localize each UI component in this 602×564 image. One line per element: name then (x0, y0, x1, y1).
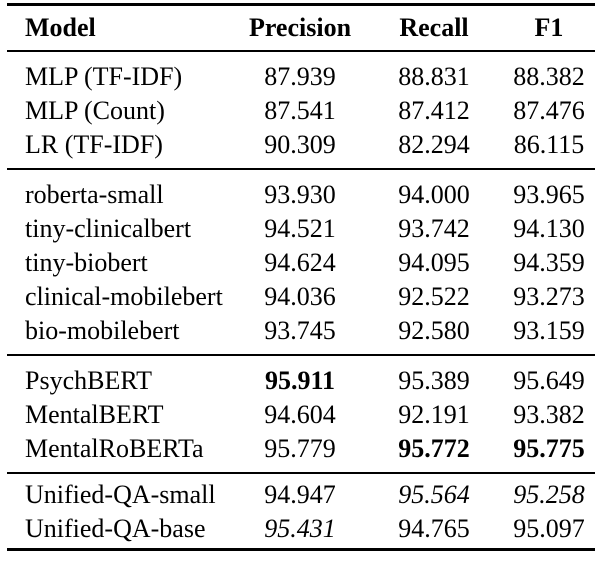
precision-value-cell: 94.947 (264, 480, 336, 509)
table-row: LR (TF-IDF) 90.309 82.294 86.115 (7, 128, 595, 162)
f1-value-cell: 86.115 (513, 130, 585, 159)
column-header-precision: Precision (248, 13, 352, 42)
f1-value-cell: 88.382 (513, 62, 585, 91)
model-name-cell: MLP (TF-IDF) (25, 62, 183, 91)
table-row: tiny-biobert 94.624 94.095 94.359 (7, 246, 595, 280)
table-section-mental-health-berts: PsychBERT 95.911 95.389 95.649 MentalBERT 94.… (7, 356, 595, 474)
table-row: MentalBERT 94.604 92.191 93.382 (7, 398, 595, 432)
recall-value-cell: 87.412 (398, 96, 470, 125)
model-name-cell: bio-mobilebert (25, 316, 180, 345)
precision-value-cell: 95.431 (264, 514, 336, 543)
model-name-cell: Unified-QA-base (25, 514, 206, 543)
f1-value-cell: 95.775 (513, 434, 585, 463)
table-section-compact-transformers: roberta-small 93.930 94.000 93.965 tiny-clin… (7, 170, 595, 356)
column-header-model: Model (25, 13, 96, 42)
table-row: roberta-small 93.930 94.000 93.965 (7, 178, 595, 212)
model-name-cell: tiny-clinicalbert (25, 214, 192, 243)
precision-value-cell: 87.939 (264, 62, 336, 91)
results-table: Model Precision Recall F1 MLP (TF-IDF) 87… (7, 3, 595, 551)
model-name-cell: MLP (Count) (25, 96, 165, 125)
recall-value-cell: 93.742 (398, 214, 470, 243)
f1-value-cell: 95.097 (513, 514, 585, 543)
precision-value-cell: 93.930 (264, 180, 336, 209)
precision-value-cell: 94.604 (264, 400, 336, 429)
recall-value-cell: 88.831 (398, 62, 470, 91)
recall-value-cell: 92.191 (398, 400, 470, 429)
table-section-feature-baselines: MLP (TF-IDF) 87.939 88.831 88.382 MLP (Count… (7, 52, 595, 170)
model-name-cell: MentalBERT (25, 400, 164, 429)
precision-value-cell: 95.779 (264, 434, 336, 463)
recall-value-cell: 95.564 (398, 480, 470, 509)
precision-value-cell: 87.541 (264, 96, 336, 125)
precision-value-cell: 94.521 (264, 214, 336, 243)
f1-value-cell: 93.159 (513, 316, 585, 345)
model-name-cell: tiny-biobert (25, 248, 148, 277)
precision-value-cell: 90.309 (264, 130, 336, 159)
recall-value-cell: 92.522 (398, 282, 470, 311)
f1-value-cell: 87.476 (513, 96, 585, 125)
table-row: tiny-clinicalbert 94.521 93.742 94.130 (7, 212, 595, 246)
table-row: MLP (Count) 87.541 87.412 87.476 (7, 94, 595, 128)
model-name-cell: PsychBERT (25, 366, 153, 395)
table-row: MLP (TF-IDF) 87.939 88.831 88.382 (7, 60, 595, 94)
column-header-recall: Recall (399, 13, 469, 42)
f1-value-cell: 93.382 (513, 400, 585, 429)
model-name-cell: Unified-QA-small (25, 480, 216, 509)
column-header-f1: F1 (534, 13, 564, 42)
precision-value-cell: 94.624 (264, 248, 336, 277)
table-row: Unified-QA-base 95.431 94.765 95.097 (7, 512, 595, 546)
recall-value-cell: 92.580 (398, 316, 470, 345)
model-name-cell: LR (TF-IDF) (25, 130, 163, 159)
f1-value-cell: 94.359 (513, 248, 585, 277)
model-name-cell: clinical-mobilebert (25, 282, 223, 311)
table-header-row: Model Precision Recall F1 (7, 6, 595, 52)
f1-value-cell: 94.130 (513, 214, 585, 243)
precision-value-cell: 93.745 (264, 316, 336, 345)
table-row: PsychBERT 95.911 95.389 95.649 (7, 364, 595, 398)
recall-value-cell: 94.000 (398, 180, 470, 209)
recall-value-cell: 94.095 (398, 248, 470, 277)
precision-value-cell: 95.911 (264, 366, 336, 395)
table-row: bio-mobilebert 93.745 92.580 93.159 (7, 314, 595, 348)
f1-value-cell: 95.258 (513, 480, 585, 509)
table-row: Unified-QA-small 94.947 95.564 95.258 (7, 478, 595, 512)
model-name-cell: roberta-small (25, 180, 164, 209)
f1-value-cell: 93.965 (513, 180, 585, 209)
model-name-cell: MentalRoBERTa (25, 434, 204, 463)
table-section-unified-qa: Unified-QA-small 94.947 95.564 95.258 Unifie… (7, 474, 595, 548)
precision-value-cell: 94.036 (264, 282, 336, 311)
f1-value-cell: 95.649 (513, 366, 585, 395)
recall-value-cell: 95.389 (398, 366, 470, 395)
f1-value-cell: 93.273 (513, 282, 585, 311)
recall-value-cell: 94.765 (398, 514, 470, 543)
recall-value-cell: 95.772 (398, 434, 470, 463)
recall-value-cell: 82.294 (398, 130, 470, 159)
table-row: clinical-mobilebert 94.036 92.522 93.273 (7, 280, 595, 314)
table-row: MentalRoBERTa 95.779 95.772 95.775 (7, 432, 595, 466)
